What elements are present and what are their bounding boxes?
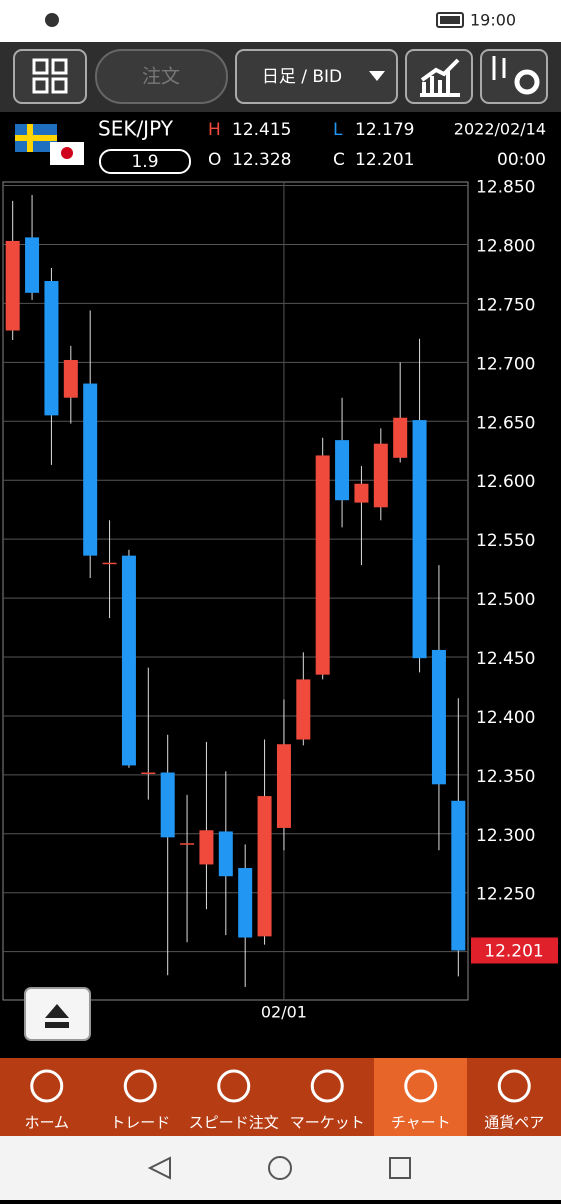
candle-body xyxy=(5,240,20,331)
close-value: 12.201 xyxy=(355,150,414,170)
candle-body xyxy=(373,443,388,508)
x-tick-label: 02/01 xyxy=(261,1003,307,1022)
low-label: L xyxy=(333,120,343,140)
battery-level xyxy=(440,16,460,24)
y-tick-label: 12.600 xyxy=(476,472,535,492)
candle-body xyxy=(160,772,175,838)
candle-body xyxy=(63,359,78,398)
nav-icon xyxy=(404,1069,438,1103)
home-button[interactable] xyxy=(268,1156,292,1180)
last-price-label: 12.201 xyxy=(484,941,543,961)
nav-icon xyxy=(123,1069,157,1103)
grid-icon xyxy=(32,58,68,94)
back-button[interactable] xyxy=(147,1156,171,1180)
nav-label[interactable]: ホーム xyxy=(24,1114,69,1132)
indicator-icon xyxy=(492,56,540,95)
order-button-label: 注文 xyxy=(142,66,180,88)
battery-icon xyxy=(436,12,464,28)
chart-icon xyxy=(420,58,460,97)
high-label: H xyxy=(208,120,221,140)
nav-icon xyxy=(30,1069,64,1103)
system-nav xyxy=(0,1136,561,1200)
y-tick-label: 12.850 xyxy=(476,178,535,198)
candle-body xyxy=(83,383,98,556)
status-icon xyxy=(45,13,59,27)
clock: 19:00 xyxy=(470,11,516,30)
currency-pair: SEK/JPY xyxy=(98,117,174,141)
candle-body xyxy=(431,649,446,785)
low-value: 12.179 xyxy=(355,120,414,140)
candle-body xyxy=(141,772,156,775)
y-tick-label: 12.300 xyxy=(476,826,535,846)
nav-items: ホーム トレード スピード注文 マーケット チャート 通貨ペア xyxy=(24,1069,544,1132)
nav-label[interactable]: マーケット xyxy=(290,1114,365,1132)
y-tick-label: 12.450 xyxy=(476,649,535,669)
timeframe-label: 日足 / BID xyxy=(262,67,342,87)
recents-button[interactable] xyxy=(389,1157,411,1179)
y-tick-label: 12.500 xyxy=(476,590,535,610)
candle-body xyxy=(393,417,408,458)
nav-label[interactable]: チャート xyxy=(391,1114,451,1132)
status-bar xyxy=(0,0,561,42)
dropdown-arrow xyxy=(369,71,385,81)
candle-body xyxy=(121,555,136,766)
nav-label[interactable]: スピード注文 xyxy=(189,1114,279,1132)
candle-body xyxy=(199,830,214,865)
candle-body xyxy=(296,679,311,740)
y-tick-label: 12.750 xyxy=(476,295,535,315)
nav-icon xyxy=(497,1069,531,1103)
timeframe-select[interactable] xyxy=(235,49,398,104)
menu-button[interactable] xyxy=(13,49,87,104)
quote-time: 00:00 xyxy=(497,150,546,170)
candle-body xyxy=(102,562,117,565)
high-value: 12.415 xyxy=(232,120,291,140)
y-tick-label: 12.250 xyxy=(476,885,535,905)
candle-body xyxy=(354,483,369,503)
spread-badge xyxy=(99,149,191,174)
candle-body xyxy=(238,867,253,938)
candle-body xyxy=(335,440,350,501)
y-tick-label: 12.650 xyxy=(476,413,535,433)
nav-icon xyxy=(310,1069,344,1103)
spread: 1.9 xyxy=(131,152,158,172)
y-tick-label: 12.550 xyxy=(476,531,535,551)
nav-label[interactable]: トレード xyxy=(110,1114,170,1132)
close-label: C xyxy=(333,150,345,170)
chart: 12.20012.25012.30012.35012.40012.45012.5… xyxy=(3,178,558,1022)
bottom-nav xyxy=(0,1058,561,1136)
candle-body xyxy=(412,420,427,659)
last-price-marker xyxy=(471,937,558,964)
candle-body xyxy=(218,831,233,877)
y-tick-label: 12.400 xyxy=(476,708,535,728)
candle-body xyxy=(44,281,59,416)
candle-body xyxy=(257,796,272,937)
order-button[interactable] xyxy=(95,49,228,104)
plot-frame xyxy=(2,181,469,1001)
candle-body xyxy=(25,237,40,293)
candle-body xyxy=(315,455,330,675)
japan-flag xyxy=(50,142,84,165)
nav-icon xyxy=(217,1069,251,1103)
nav-label[interactable]: 通貨ペア xyxy=(484,1114,544,1132)
candle-body xyxy=(180,843,195,845)
y-tick-label: 12.350 xyxy=(476,767,535,787)
candle-body xyxy=(451,800,466,951)
open-value: 12.328 xyxy=(232,150,291,170)
y-tick-label: 12.800 xyxy=(476,236,535,256)
y-tick-label: 12.700 xyxy=(476,354,535,374)
open-label: O xyxy=(208,150,221,170)
candle-body xyxy=(276,744,291,828)
quote-date: 2022/02/14 xyxy=(454,120,546,139)
eject-icon xyxy=(45,1004,69,1028)
